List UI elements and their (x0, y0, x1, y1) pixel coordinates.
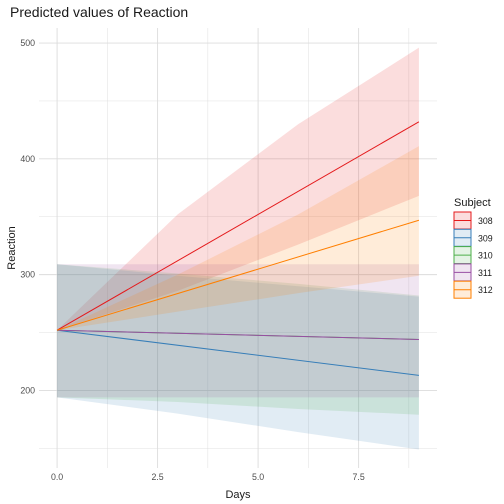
series-line-309 (57, 329, 419, 376)
y-tick-label: 500 (20, 38, 35, 48)
y-tick-label: 400 (20, 154, 35, 164)
y-tick-label: 200 (20, 385, 35, 395)
legend-label: 308 (478, 216, 493, 226)
x-tick-label: 0.0 (51, 472, 63, 482)
x-axis-title: Days (225, 489, 251, 501)
y-tick-label: 300 (20, 270, 35, 280)
legend: Subject 308 309 310 311 312 (453, 197, 493, 299)
axis-ticks: 0.0 2.5 5.0 7.5 200 300 400 500 (20, 38, 365, 482)
x-tick-label: 7.5 (352, 472, 364, 482)
x-tick-label: 5.0 (252, 472, 264, 482)
series-line-311 (57, 329, 419, 340)
legend-label: 312 (478, 285, 493, 295)
legend-label: 311 (478, 268, 492, 278)
series-line-312 (56, 219, 420, 331)
chart-title: Predicted values of Reaction (10, 4, 188, 20)
legend-item-309: 309 (453, 228, 493, 247)
x-tick-label: 2.5 (151, 472, 163, 482)
legend-item-308: 308 (453, 211, 493, 230)
ribbon-310 (57, 264, 419, 415)
legend-title: Subject (454, 197, 491, 209)
legend-item-310: 310 (453, 246, 493, 265)
grid-lines (39, 28, 437, 468)
ribbon-308 (57, 47, 419, 331)
legend-item-311: 311 (453, 263, 492, 282)
legend-label: 309 (478, 233, 493, 243)
legend-item-312: 312 (453, 280, 493, 299)
prediction-lines (56, 121, 420, 376)
y-axis-title: Reaction (6, 226, 18, 269)
series-line-308 (56, 121, 420, 331)
legend-label: 310 (478, 251, 493, 261)
plot-panel (39, 28, 437, 468)
ribbon-309 (57, 264, 419, 450)
ribbon-312 (57, 146, 419, 331)
